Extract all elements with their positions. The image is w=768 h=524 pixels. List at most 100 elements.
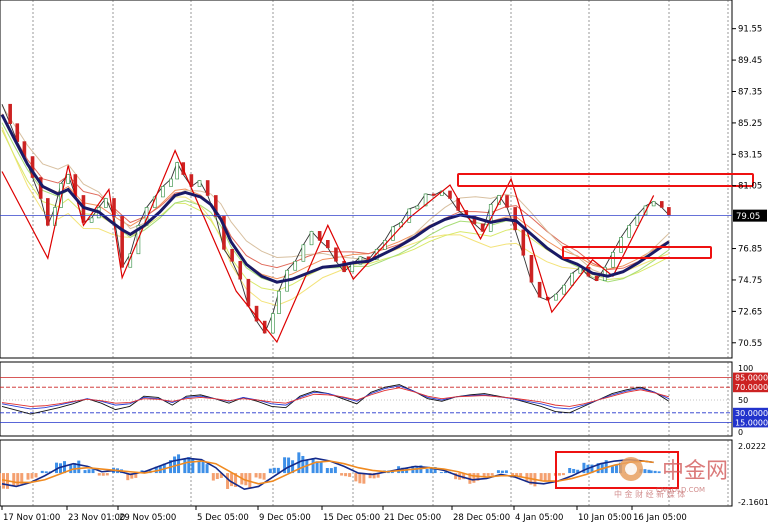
macd-line <box>1 460 654 485</box>
y-tick-label: 81.05 <box>738 182 762 192</box>
price-candle <box>415 205 420 210</box>
price-candle <box>513 207 517 231</box>
macd-histogram-bar <box>283 457 287 474</box>
price-candle <box>277 290 281 314</box>
macd-histogram-bar <box>653 470 657 474</box>
price-candle <box>205 180 210 196</box>
macd-histogram-bar <box>482 473 486 477</box>
macd-histogram-bar <box>215 473 219 480</box>
price-candle <box>189 174 194 187</box>
macd-histogram-bar <box>244 473 248 486</box>
macd-histogram-bar <box>44 471 48 474</box>
macd-histogram-bar <box>55 462 59 474</box>
ma-ribbon-line <box>1 127 670 307</box>
macd-histogram-bar <box>547 473 551 481</box>
x-tick-label: 4 Jan 05:00 <box>515 513 563 523</box>
y-tick-label: 83.15 <box>738 150 762 160</box>
macd-histogram-bar <box>173 456 177 474</box>
price-candle <box>635 214 640 226</box>
price-candle <box>667 207 671 216</box>
level-label-box <box>733 407 768 418</box>
macd-histogram-bar <box>590 464 594 474</box>
macd-histogram-bar <box>34 473 38 478</box>
price-candle <box>659 201 664 208</box>
price-panel: 91.55 89.45 87.35 85.25 83.15 81.05 76.85 74.75… <box>0 0 767 359</box>
macd-histogram-bar <box>647 469 651 474</box>
macd-histogram-bar <box>205 464 209 474</box>
macd-histogram-bar <box>333 466 337 474</box>
macd-histogram-bar <box>454 473 458 480</box>
macd-histogram-bar <box>568 467 572 474</box>
price-candle <box>529 254 534 283</box>
price-candle <box>537 281 542 298</box>
macd-histogram-bar <box>0 473 1 486</box>
macd-histogram-bar <box>272 467 276 474</box>
macd-histogram-bar <box>329 468 333 474</box>
macd-histogram-bar <box>443 471 447 474</box>
macd-histogram-bar <box>572 468 576 474</box>
macd-histogram-bar <box>234 473 238 487</box>
price-candle <box>651 201 656 207</box>
price-series <box>0 103 671 344</box>
price-candle <box>46 198 50 226</box>
price-candle <box>238 260 243 280</box>
price-candle <box>161 186 165 198</box>
macd-histogram-bar <box>596 463 600 474</box>
macd-y-tick-label: 2.0222 <box>738 442 766 451</box>
macd-histogram-bar <box>490 473 494 476</box>
macd-histogram-bar <box>472 473 476 483</box>
level-label-box <box>733 382 768 393</box>
price-candle <box>317 231 322 241</box>
price-candle <box>271 313 275 334</box>
y-tick-label: 89.45 <box>738 56 762 66</box>
macd-histogram-bar <box>130 473 134 479</box>
macd-histogram-bar <box>504 470 508 474</box>
macd-histogram-bar <box>12 473 16 487</box>
macd-histogram-bar <box>183 458 187 474</box>
level-label-box <box>733 417 768 428</box>
macd-histogram-bar <box>59 463 63 474</box>
watermark-logo-inner <box>625 463 637 475</box>
x-tick-label: 10 Jan 05:00 <box>578 513 632 523</box>
macd-histogram-bar <box>97 473 101 476</box>
macd-histogram-bar <box>415 466 419 474</box>
macd-histogram-bar <box>376 473 380 478</box>
macd-histogram-bar <box>87 469 91 474</box>
x-tick-label: 9 Dec 05:00 <box>259 513 311 523</box>
x-tick-label: 21 Dec 05:00 <box>384 513 441 523</box>
price-candle <box>611 251 615 268</box>
macd-histogram-bar <box>319 461 323 474</box>
macd-y-tick-label: -2.1601 <box>738 498 768 507</box>
macd-histogram-bar <box>134 473 138 478</box>
macd-histogram-bar <box>276 467 280 474</box>
price-candle <box>326 240 330 249</box>
macd-histogram-bar <box>348 473 352 477</box>
current-price-label: 79.05 <box>736 212 760 222</box>
macd-histogram-bar <box>354 473 358 482</box>
annotation-box <box>562 246 712 259</box>
macd-histogram-bar <box>325 468 329 474</box>
price-candle <box>230 248 234 262</box>
macd-histogram-bar <box>63 461 67 474</box>
macd-histogram-bar <box>649 470 653 474</box>
osc-y-tick-label: 50 <box>738 396 748 405</box>
moving-average-line <box>0 114 670 284</box>
price-candle <box>480 223 485 232</box>
x-tick-label: 17 Nov 01:00 <box>3 513 60 523</box>
price-candle <box>112 198 116 217</box>
macd-histogram-bar <box>496 470 500 474</box>
macd-histogram-bar <box>425 469 429 474</box>
macd-histogram-bar <box>344 473 348 477</box>
macd-histogram-bar <box>40 470 44 474</box>
macd-histogram-bar <box>230 473 234 487</box>
y-tick-label: 74.75 <box>738 276 762 286</box>
annotation-box <box>457 173 754 187</box>
watermark-domain: CNGOLD.COM <box>656 486 705 494</box>
macd-histogram-bar <box>177 454 181 474</box>
macd-histogram-bar <box>614 464 618 474</box>
y-tick-label: 72.65 <box>738 307 762 317</box>
x-tick-label: 5 Dec 05:00 <box>197 513 249 523</box>
price-candle <box>214 195 218 217</box>
watermark-brand: 中金网 <box>662 459 728 484</box>
